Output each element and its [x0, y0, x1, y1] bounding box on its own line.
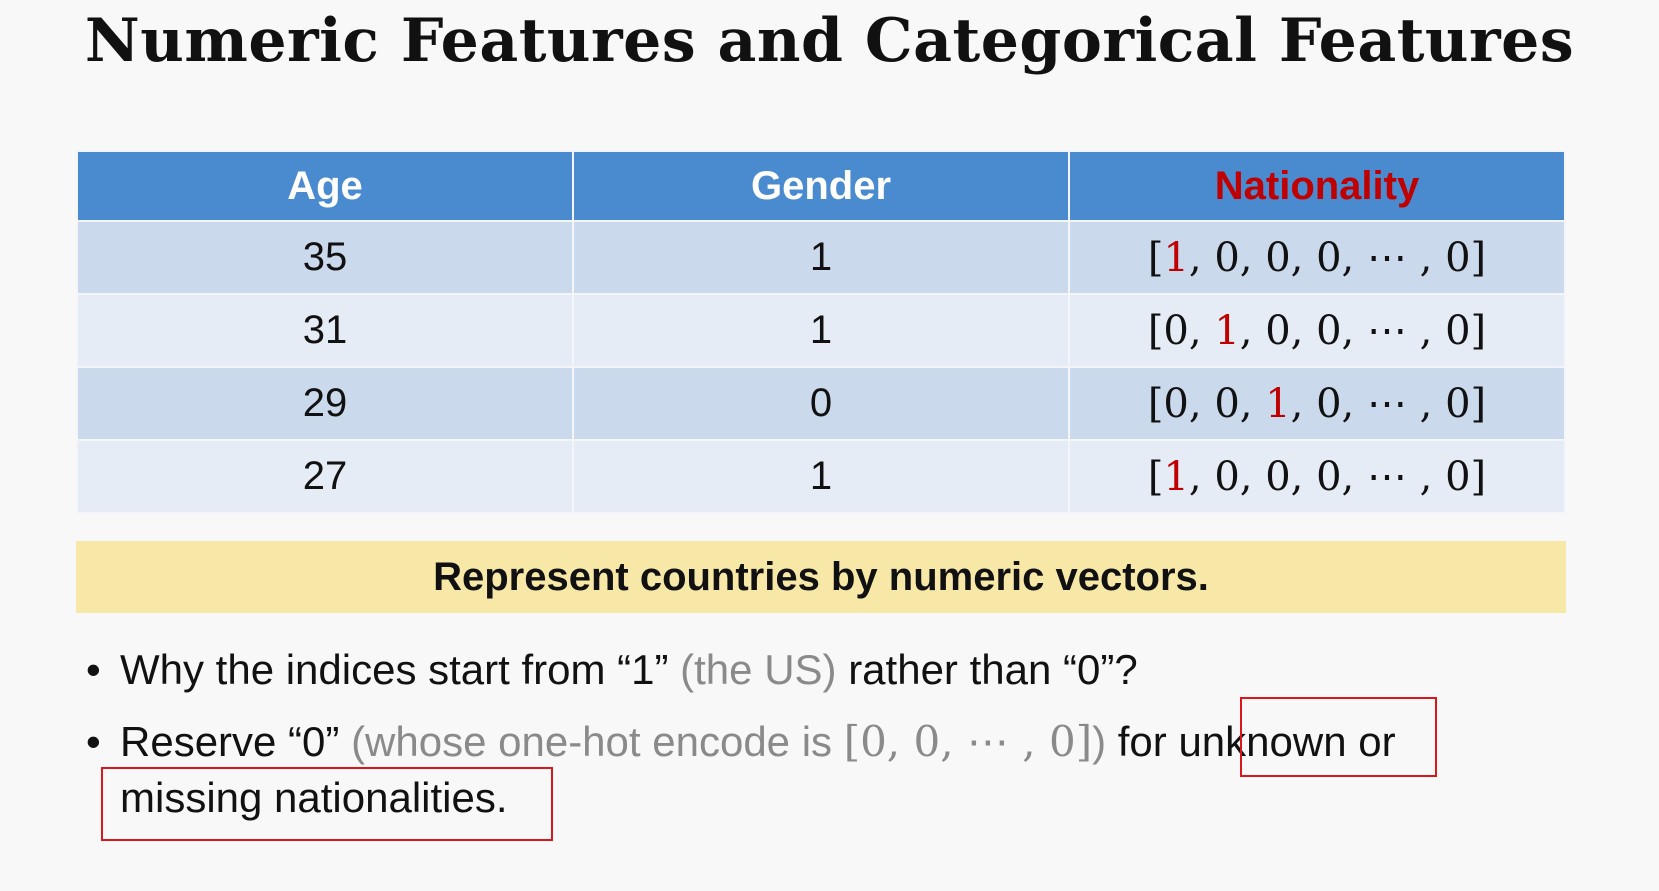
vector-suffix: , 0, ⋯ , 0]: [1290, 380, 1487, 427]
gender-cell: 1: [572, 220, 1070, 295]
bullet-item-reserve-zero: • Reserve “0” (whose one-hot encode is […: [86, 714, 1606, 826]
slide-title: Numeric Features and Categorical Feature…: [84, 6, 1575, 76]
gender-cell: 1: [572, 293, 1070, 368]
bullet-text: Reserve “0”: [120, 718, 352, 765]
table-row: 35 1 [1, 0, 0, 0, ⋯ , 0]: [76, 220, 1566, 295]
nationality-vector-cell: [0, 1, 0, 0, ⋯ , 0]: [1068, 293, 1566, 368]
vector-prefix: [: [1147, 234, 1164, 281]
table-header-row: Age Gender Nationality: [76, 150, 1566, 222]
nationality-vector-cell: [1, 0, 0, 0, ⋯ , 0]: [1068, 439, 1566, 514]
table-row: 27 1 [1, 0, 0, 0, ⋯ , 0]: [76, 439, 1566, 514]
annotation-box-unknown: [1240, 697, 1437, 777]
age-cell: 35: [76, 220, 574, 295]
bullet-text: rather than “0”?: [836, 646, 1138, 693]
bullet-marker: •: [86, 646, 101, 693]
header-nationality: Nationality: [1068, 150, 1566, 222]
bullet-text: Why the indices start from “1”: [120, 646, 681, 693]
bullet-marker: •: [86, 718, 101, 765]
vector-hot-value: 1: [1163, 453, 1189, 500]
age-cell: 29: [76, 366, 574, 441]
bullet-list: • Why the indices start from “1” (the US…: [86, 642, 1606, 842]
vector-suffix: , 0, 0, 0, ⋯ , 0]: [1188, 453, 1487, 500]
annotation-box-missing-nationalities: [101, 767, 553, 841]
bullet-gray-note: ): [1092, 718, 1107, 765]
vector-suffix: , 0, 0, 0, ⋯ , 0]: [1188, 234, 1487, 281]
bullet-text: for unknown or: [1106, 718, 1396, 765]
table-row: 29 0 [0, 0, 1, 0, ⋯ , 0]: [76, 366, 1566, 441]
bullet-gray-note: (whose one-hot encode is: [351, 718, 844, 765]
nationality-vector-cell: [1, 0, 0, 0, ⋯ , 0]: [1068, 220, 1566, 295]
bullet-item-why-one: • Why the indices start from “1” (the US…: [86, 642, 1606, 698]
bullet-text-continued: missing nationalities.: [120, 774, 508, 821]
vector-suffix: , 0, 0, ⋯ , 0]: [1239, 307, 1487, 354]
gender-cell: 0: [572, 366, 1070, 441]
vector-hot-value: 1: [1163, 234, 1189, 281]
vector-hot-value: 1: [1265, 380, 1291, 427]
vector-prefix: [0, 0,: [1147, 380, 1266, 427]
age-cell: 31: [76, 293, 574, 368]
summary-banner: Represent countries by numeric vectors.: [76, 541, 1566, 613]
header-age: Age: [76, 150, 574, 222]
vector-prefix: [0,: [1147, 307, 1215, 354]
header-gender: Gender: [572, 150, 1070, 222]
vector-hot-value: 1: [1214, 307, 1240, 354]
vector-prefix: [: [1147, 453, 1164, 500]
nationality-vector-cell: [0, 0, 1, 0, ⋯ , 0]: [1068, 366, 1566, 441]
features-table: Age Gender Nationality 35 1 [1, 0, 0, 0,…: [76, 150, 1566, 514]
bullet-gray-note: (the US): [680, 646, 837, 693]
gender-cell: 1: [572, 439, 1070, 514]
age-cell: 27: [76, 439, 574, 514]
table-row: 31 1 [0, 1, 0, 0, ⋯ , 0]: [76, 293, 1566, 368]
zero-vector-math: [0, 0, ⋯ , 0]: [843, 717, 1093, 766]
